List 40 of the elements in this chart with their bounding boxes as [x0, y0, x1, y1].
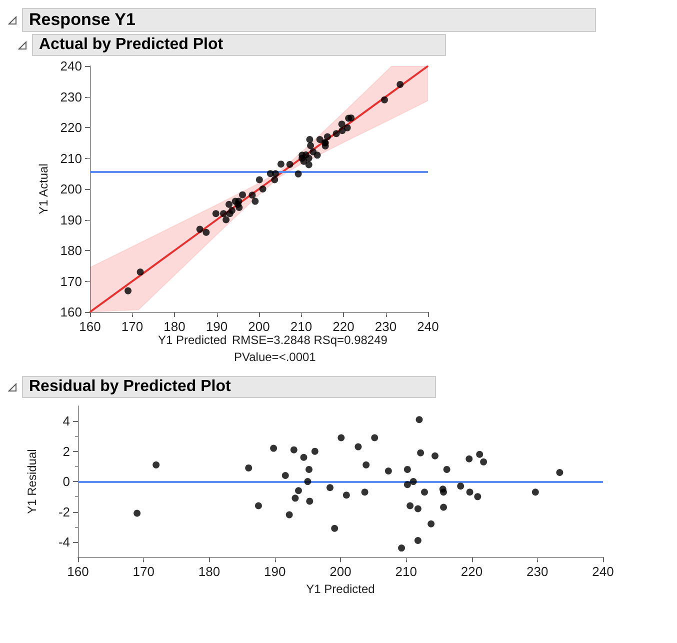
chart-subtitle: Actual by Predicted Plot [32, 34, 446, 56]
x-tick-label: 200 [330, 564, 352, 580]
y-tick-label: 190 [60, 212, 82, 228]
y-tick-label: 220 [60, 120, 82, 135]
x-tick-label: 220 [332, 319, 354, 334]
y-tick-label: 170 [60, 274, 82, 289]
y-tick-label: 160 [60, 304, 82, 320]
x-tick-label: 240 [417, 319, 439, 334]
x-tick-label: 180 [198, 564, 220, 580]
x-tick-label: 190 [206, 319, 228, 334]
y-tick-label: -2 [58, 504, 70, 520]
x-tick-label: 180 [164, 319, 186, 334]
x-tick-label: 240 [592, 564, 614, 580]
y-tick-label: 240 [60, 58, 82, 74]
x-tick-label: 230 [374, 319, 397, 334]
y-tick-label: 200 [60, 182, 82, 196]
y-tick-label: 180 [60, 243, 82, 258]
x-axis-title: Y1 Predicted [158, 333, 227, 347]
x-tick-label: 200 [248, 319, 270, 334]
y-tick-label: 0 [62, 474, 70, 490]
y-axis-title: Y1 Residual [25, 449, 39, 514]
x-tick-label: 190 [264, 564, 286, 580]
x-axis-title: Y1 Predicted [306, 582, 375, 596]
x-tick-label: 230 [526, 564, 548, 580]
text: RMSE=3.2848 RSq=0.98249 [232, 333, 388, 347]
x-tick-label: 220 [460, 564, 483, 580]
text: PValue=<.0001 [234, 350, 316, 364]
x-tick-label: 210 [290, 319, 312, 334]
y-tick-label: 2 [62, 444, 70, 459]
y-tick-label: 230 [60, 89, 82, 104]
y-tick-label: -4 [58, 534, 70, 550]
y-tick-label: 4 [62, 414, 70, 429]
chart-title: Response Y1 [22, 8, 596, 32]
x-tick-label: 210 [395, 564, 417, 580]
y-axis-title: Y1 Actual [36, 164, 50, 214]
y-tick-label: 210 [60, 150, 82, 166]
chart-title: Residual by Predicted Plot [22, 376, 436, 398]
x-tick-label: 160 [79, 319, 101, 334]
x-tick-label: 170 [132, 564, 154, 580]
x-tick-label: 170 [121, 319, 144, 334]
